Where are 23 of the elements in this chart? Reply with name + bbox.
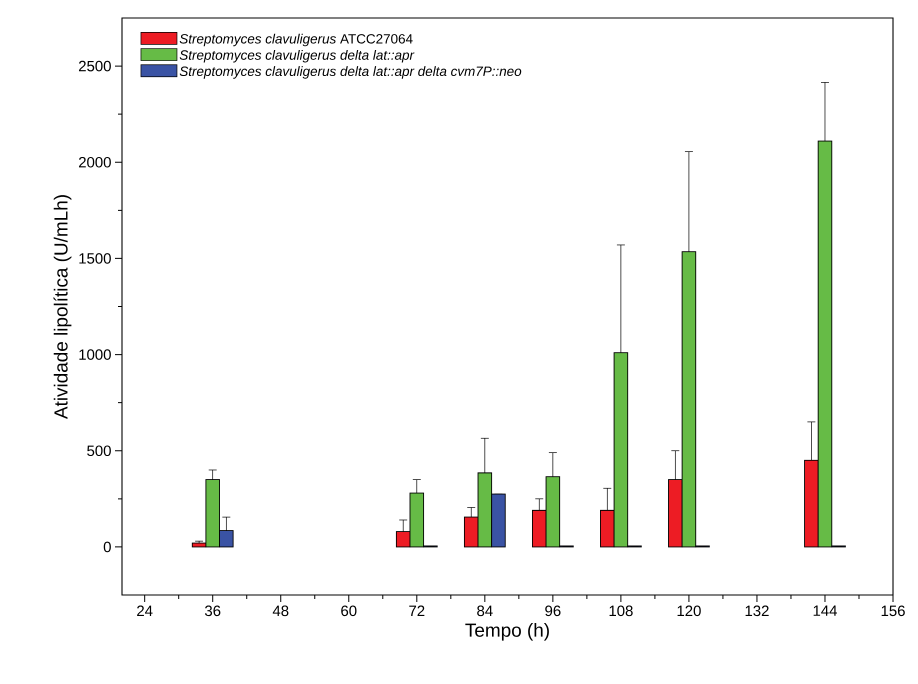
legend-label: Streptomyces clavuligerus delta lat::apr — [180, 50, 414, 62]
y-axis-title: Atividade lipolítica (U/mLh) — [54, 195, 72, 420]
x-tick-label: 60 — [341, 606, 356, 616]
x-axis-title: Tempo (h) — [465, 622, 549, 641]
x-tick-label: 108 — [610, 606, 633, 616]
x-tick-label: 96 — [545, 606, 561, 616]
y-tick-label: 1500 — [79, 253, 111, 264]
legend-label: Streptomyces clavuligerus delta lat::apr delta cvm7P::neo — [180, 66, 522, 79]
x-tick-label: 120 — [678, 606, 701, 616]
x-tick-label: 84 — [477, 606, 493, 616]
x-tick-label: 24 — [137, 606, 153, 616]
x-tick-label: 156 — [882, 606, 905, 616]
y-tick-label: 0 — [104, 542, 111, 552]
y-tick-label: 1000 — [79, 349, 111, 360]
x-tick-label: 144 — [814, 606, 838, 616]
x-tick-label: 36 — [204, 606, 220, 616]
x-tick-label: 72 — [409, 606, 424, 616]
y-tick-label: 2000 — [78, 156, 111, 168]
legend-label: Streptomyces clavuligerus ATCC27064 — [180, 34, 413, 46]
y-tick-label: 500 — [87, 445, 111, 456]
y-tick-label: 2500 — [78, 60, 111, 72]
x-tick-label: 132 — [746, 606, 769, 616]
x-tick-label: 48 — [272, 606, 288, 616]
